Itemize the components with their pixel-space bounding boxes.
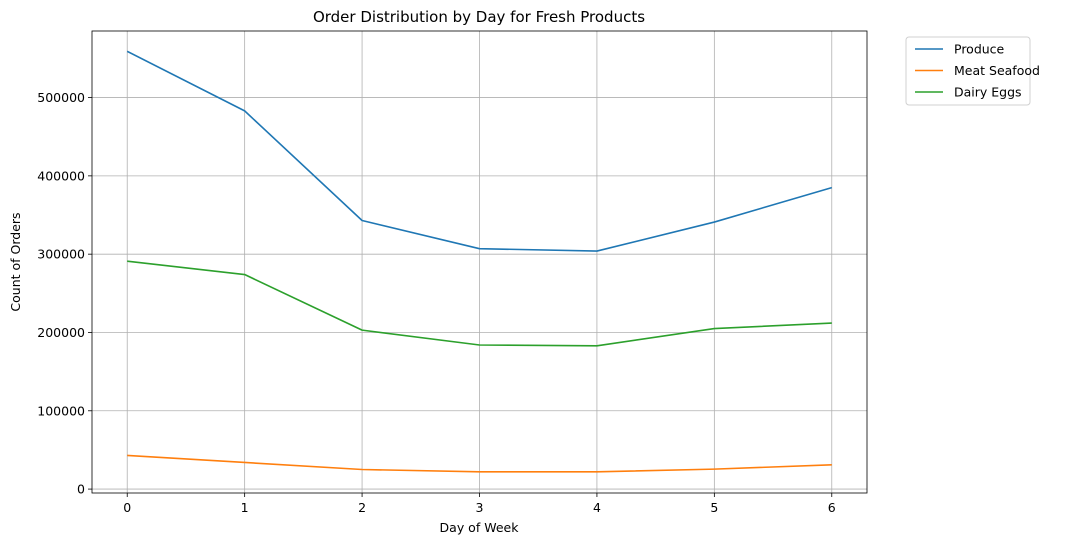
legend-label-meat-seafood: Meat Seafood	[954, 63, 1040, 78]
y-tick-label: 200000	[37, 325, 85, 340]
y-tick-label: 500000	[37, 90, 85, 105]
legend-label-dairy-eggs: Dairy Eggs	[954, 85, 1022, 100]
series-line-produce	[126, 50, 832, 252]
grid	[92, 31, 867, 493]
x-tick-label: 3	[476, 500, 484, 515]
x-tick-label: 0	[123, 500, 131, 515]
y-axis-ticks: 0 100000 200000 300000 400000 500000	[37, 90, 92, 497]
legend-label-produce: Produce	[954, 42, 1005, 57]
y-tick-label: 0	[77, 482, 85, 497]
series-line-dairy-eggs	[127, 260, 832, 347]
y-tick-label: 100000	[37, 403, 85, 418]
y-tick-label: 300000	[37, 247, 85, 262]
series-line-meat-seafood	[127, 454, 832, 473]
x-tick-label: 1	[241, 500, 249, 515]
x-tick-label: 5	[710, 500, 718, 515]
legend-box	[905, 36, 1031, 106]
x-tick-label: 2	[358, 500, 366, 515]
x-axis-label: Day of Week	[440, 520, 520, 535]
y-axis-label: Count of Orders	[8, 212, 23, 311]
legend: Produce Meat Seafood Dairy Eggs	[905, 36, 1040, 106]
y-tick-label: 400000	[37, 168, 85, 183]
chart-title: Order Distribution by Day for Fresh Prod…	[313, 8, 645, 26]
x-tick-label: 6	[828, 500, 836, 515]
x-tick-label: 4	[593, 500, 601, 515]
series-lines	[126, 50, 832, 473]
x-axis-ticks: 0 1 2 3 4 5 6	[123, 493, 836, 515]
